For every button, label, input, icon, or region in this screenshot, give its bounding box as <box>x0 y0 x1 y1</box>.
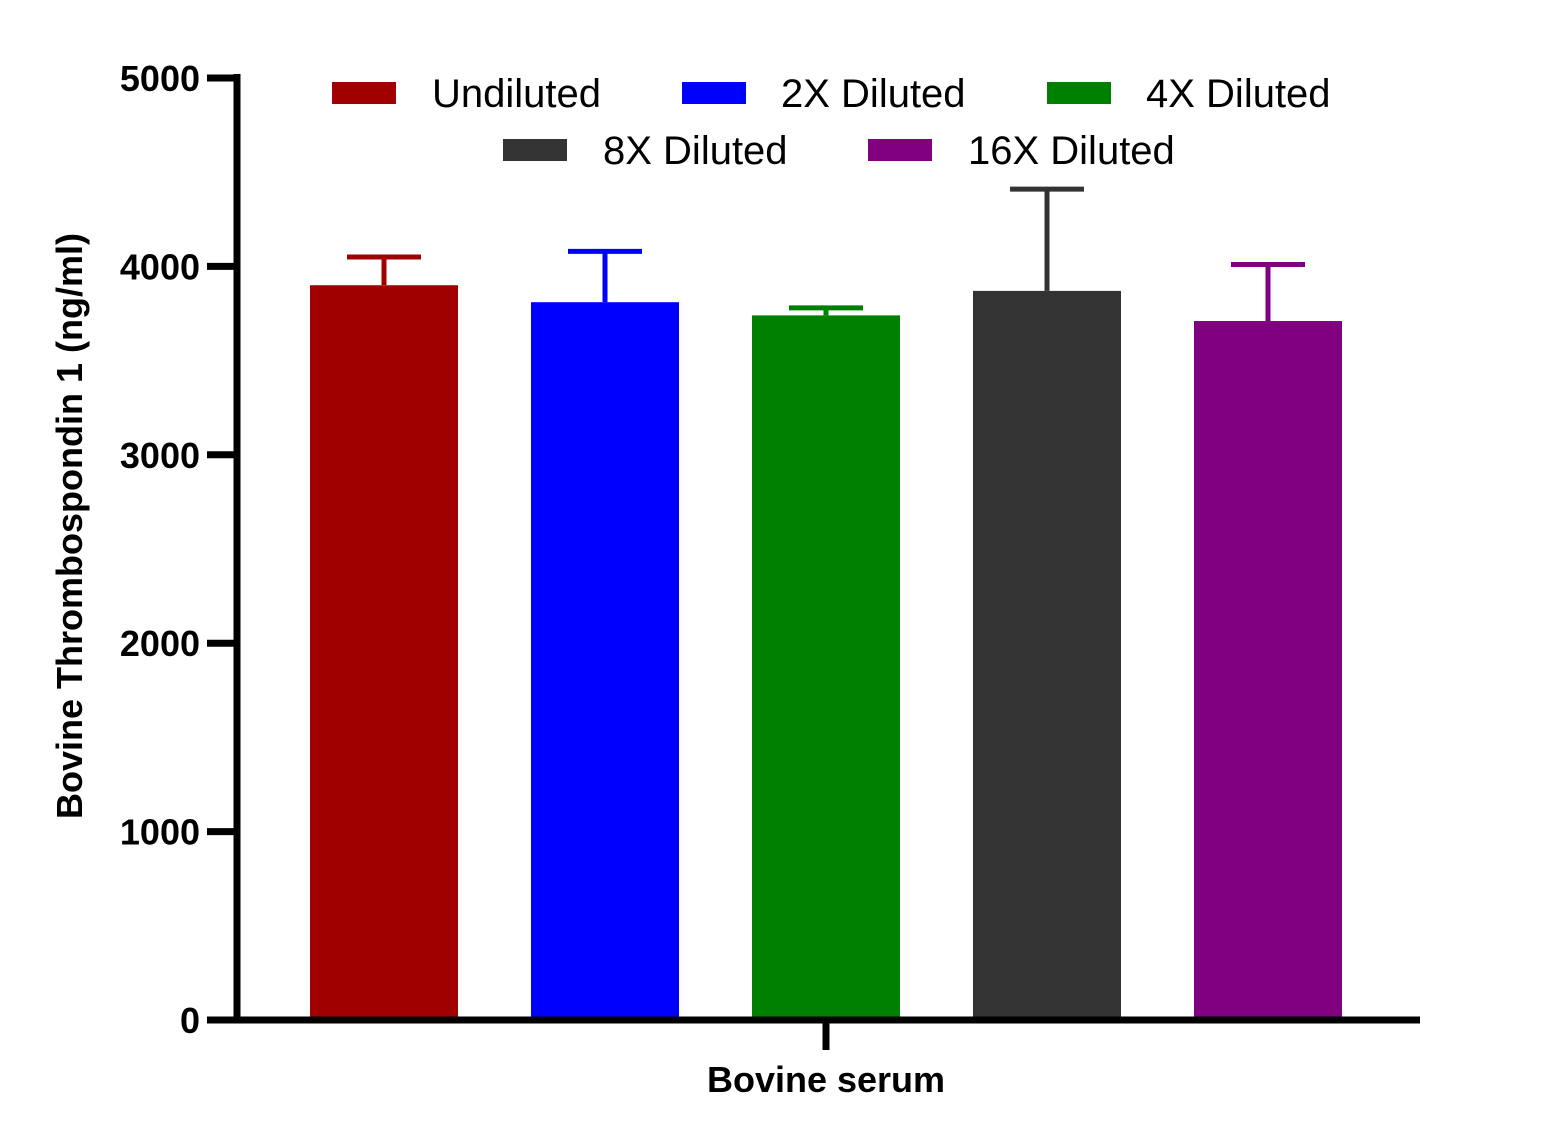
bar-undiluted <box>310 285 458 1020</box>
legend-swatch <box>1047 82 1111 104</box>
x-axis <box>207 1016 1420 1050</box>
y-axis-title: Bovine Thrombospondin 1 (ng/ml) <box>49 233 90 819</box>
y-tick-label: 3000 <box>120 435 200 476</box>
legend-swatch <box>332 82 396 104</box>
legend-label: 4X Diluted <box>1146 72 1331 116</box>
bar-4x-diluted <box>752 315 900 1020</box>
legend-swatch <box>868 139 932 161</box>
y-tick-label: 2000 <box>120 623 200 664</box>
y-tick-label: 1000 <box>120 812 200 853</box>
legend-label: Undiluted <box>432 72 601 116</box>
legend-swatch <box>503 139 567 161</box>
legend-swatch <box>682 82 746 104</box>
legend: Undiluted 2X Diluted 4X Diluted 8X Diluted 1… <box>332 72 1331 173</box>
y-tick-label: 5000 <box>120 58 200 99</box>
bar-16x-diluted <box>1194 321 1342 1020</box>
legend-label: 2X Diluted <box>781 72 966 116</box>
y-axis: 0 1000 2000 3000 4000 5000 <box>120 58 241 1041</box>
bars <box>310 186 1342 1021</box>
legend-label: 16X Diluted <box>968 129 1175 173</box>
bar-2x-diluted <box>531 302 679 1020</box>
x-axis-title: Bovine serum <box>707 1059 945 1100</box>
y-tick-label: 0 <box>180 1000 200 1041</box>
bar-8x-diluted <box>973 290 1121 1021</box>
y-tick-label: 4000 <box>120 246 200 287</box>
legend-label: 8X Diluted <box>603 129 788 173</box>
